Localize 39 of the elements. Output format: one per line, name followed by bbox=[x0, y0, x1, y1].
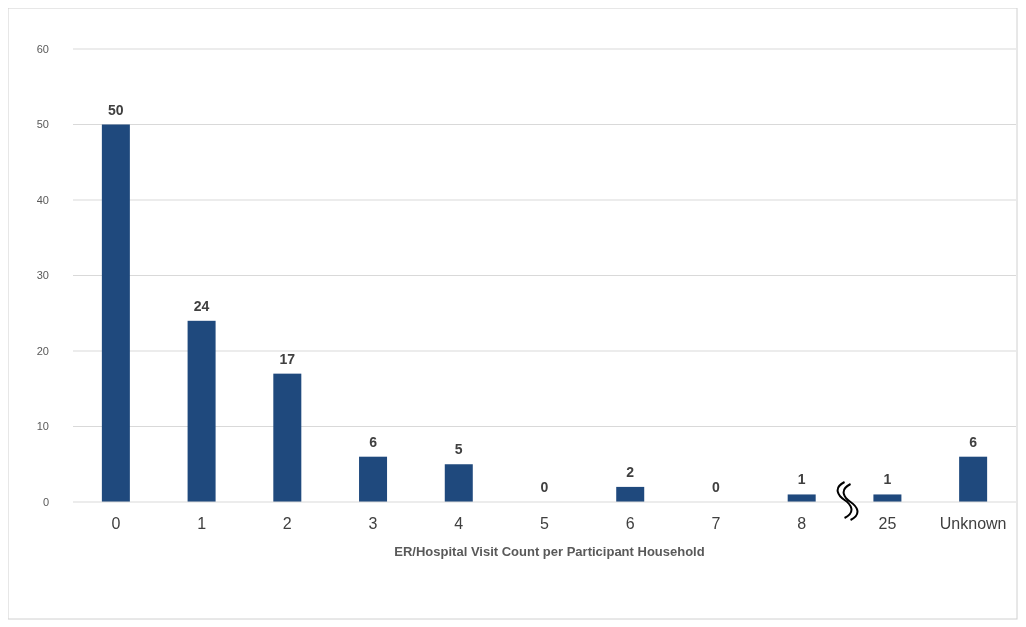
bar bbox=[444, 464, 473, 502]
bar bbox=[187, 320, 216, 502]
x-axis-title: ER/Hospital Visit Count per Participant Household bbox=[394, 544, 705, 559]
data-label: 50 bbox=[108, 101, 124, 118]
x-tick-label: 3 bbox=[368, 515, 378, 532]
bar bbox=[616, 486, 645, 502]
x-tick-label: 8 bbox=[797, 515, 807, 532]
data-label: 6 bbox=[969, 433, 978, 450]
x-tick-label: 5 bbox=[540, 515, 550, 532]
data-label: 0 bbox=[712, 479, 721, 495]
bar bbox=[101, 124, 130, 502]
x-tick-label: Unknown bbox=[939, 515, 1007, 532]
x-tick-label: 7 bbox=[711, 515, 721, 532]
data-label: 6 bbox=[369, 433, 378, 450]
x-tick-label: 6 bbox=[625, 515, 635, 532]
y-tick-label: 40 bbox=[36, 193, 49, 206]
bar bbox=[359, 456, 388, 502]
data-label: 17 bbox=[279, 350, 296, 367]
y-tick-label: 50 bbox=[36, 118, 49, 131]
data-label: 0 bbox=[540, 479, 549, 495]
bar bbox=[787, 494, 816, 502]
y-tick-label: 20 bbox=[36, 344, 49, 357]
data-label: 5 bbox=[454, 441, 463, 458]
y-tick-label: 60 bbox=[36, 42, 49, 55]
data-label: 24 bbox=[193, 297, 210, 314]
x-tick-label: 25 bbox=[878, 515, 897, 532]
data-label: 1 bbox=[883, 471, 892, 488]
x-tick-label: 1 bbox=[197, 515, 207, 532]
bar bbox=[959, 456, 988, 502]
bar bbox=[873, 494, 902, 502]
y-tick-label: 0 bbox=[42, 495, 49, 508]
y-tick-label: 30 bbox=[36, 269, 49, 282]
data-label: 2 bbox=[626, 463, 635, 480]
bar bbox=[273, 373, 302, 502]
y-tick-label: 10 bbox=[36, 420, 49, 433]
x-tick-label: 4 bbox=[454, 515, 464, 532]
x-tick-label: 0 bbox=[111, 515, 121, 532]
x-tick-label: 2 bbox=[282, 515, 292, 532]
data-label: 1 bbox=[797, 471, 806, 488]
